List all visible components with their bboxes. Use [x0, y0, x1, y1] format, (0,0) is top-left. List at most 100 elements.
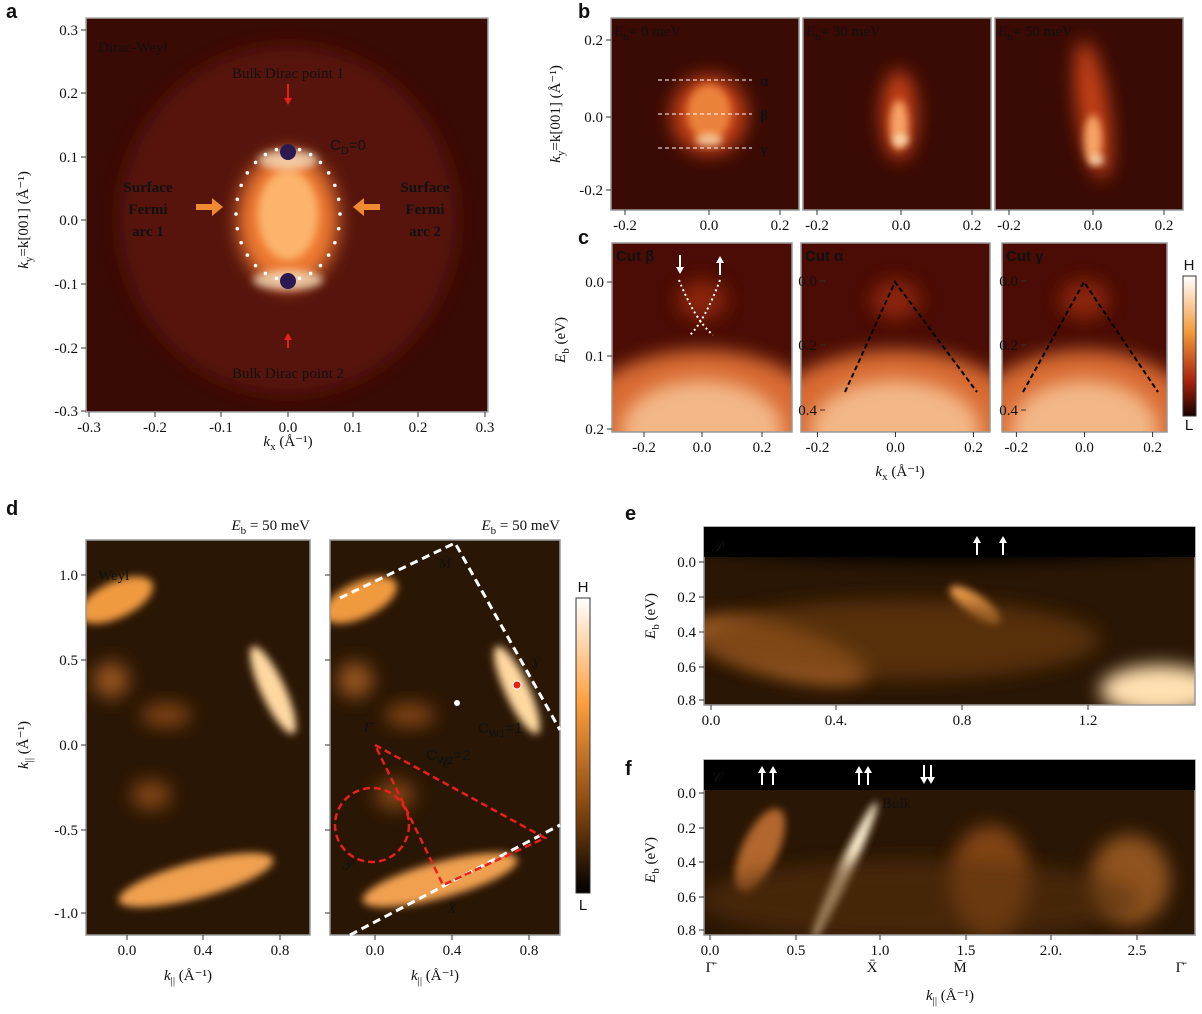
y-tick-label: 0.2 [677, 590, 696, 606]
frame [610, 17, 800, 211]
annotation: CW2=2 [426, 747, 470, 767]
x-axis-label: kx (Å⁻¹) [875, 464, 924, 483]
x-tick-label: 0.0 [700, 218, 719, 234]
label-part: k [16, 762, 32, 769]
dot [318, 160, 323, 165]
arrow-head [769, 766, 777, 773]
label-part: =1 [505, 720, 522, 737]
x-tick-label: 0.0 [702, 713, 721, 729]
y-axis-label: Eb (eV) [643, 593, 662, 640]
label-part: E [997, 24, 1007, 40]
heatmap [1002, 243, 1167, 432]
heatmap [611, 18, 799, 210]
label-part: (Å⁻¹) [888, 464, 925, 480]
intensity [86, 576, 154, 624]
frame [802, 17, 992, 211]
x-tick-label: -0.2 [1005, 440, 1029, 456]
contour-p [333, 786, 411, 864]
label-part: (Å⁻¹) [422, 968, 459, 984]
annotation: α [760, 74, 769, 90]
label-sub: W1 [489, 728, 506, 740]
x-tick-label: 0.2 [1155, 218, 1174, 234]
y-tick-label: 0.2 [999, 338, 1018, 354]
heatmap [704, 760, 1195, 935]
y-tick-label: 0.0 [585, 275, 604, 291]
label-sub: || [23, 758, 35, 762]
intensity [1074, 40, 1112, 180]
band-edge [704, 527, 1195, 557]
dot [235, 197, 240, 202]
annotation: 𝒫 [712, 540, 725, 556]
panel-letter: e [625, 503, 636, 525]
y-tick-label: -0.3 [54, 404, 78, 420]
x-tick-label: 0.2 [753, 440, 772, 456]
annotation: γ [759, 142, 767, 158]
arrow-head [212, 198, 223, 216]
symmetry-point: M̄ [438, 556, 453, 572]
arrow-head [758, 766, 766, 773]
arrow-head [999, 536, 1007, 543]
label-sub: y [555, 150, 567, 156]
annotation: Surface [400, 180, 449, 196]
y-tick-label: 0.4 [798, 403, 817, 419]
dot [245, 253, 250, 257]
label-part: =0 [349, 137, 366, 154]
y-tick-label: 0.2 [798, 338, 817, 354]
dot [274, 276, 279, 281]
panel-title: Dirac-Weyl [98, 40, 168, 56]
y-tick-label: 0.0 [999, 274, 1018, 290]
annotation: 𝒞 [712, 771, 725, 787]
intensity [704, 860, 1140, 935]
annotation: CW1=1 [478, 720, 522, 740]
label-part: k [16, 262, 32, 269]
label-sub: b [241, 525, 247, 537]
y-tick-label: -0.2 [54, 341, 78, 357]
intensity [734, 808, 786, 892]
x-tick-label: 1.2 [1079, 713, 1098, 729]
arrow-head [284, 333, 292, 340]
intensity [493, 646, 541, 734]
x-axis-label: kx (Å⁻¹) [263, 434, 312, 453]
label-sub: || [933, 995, 937, 1007]
y-axis-label: Eb (eV) [553, 317, 572, 364]
x-tick-label: 1.0 [871, 943, 890, 959]
y-axis-label: ky=k[001] (Å⁻¹) [16, 171, 35, 269]
heatmap [704, 527, 1195, 705]
label-part: =2 [453, 747, 470, 764]
colorbar-label: L [579, 897, 587, 914]
intensity [93, 662, 129, 698]
dot [235, 226, 240, 231]
dot [326, 171, 331, 175]
y-axis-label: Eb (eV) [643, 837, 662, 884]
intensity [258, 170, 318, 260]
x-tick-label: -0.1 [209, 420, 233, 436]
x-tick-label: 2.0. [1040, 943, 1063, 959]
colorbar [1182, 275, 1197, 417]
label-part: = 0 meV [629, 24, 682, 40]
dot [297, 276, 302, 281]
intensity [677, 280, 727, 320]
y-tick-label: 0.6 [677, 660, 696, 676]
dot [263, 271, 268, 276]
dot [336, 226, 341, 231]
dot [297, 147, 302, 152]
frame [85, 17, 489, 413]
label-part: (eV) [553, 317, 569, 348]
intensity [1059, 280, 1110, 320]
dirac-point [280, 273, 296, 289]
label-part: E [480, 518, 490, 534]
arrow-head [927, 777, 935, 784]
label-part: =k[001] (Å⁻¹) [16, 171, 32, 256]
dot [239, 183, 243, 188]
y-tick-label: 0.4 [677, 625, 696, 641]
y-axis-label: ky=k[001] (Å⁻¹) [548, 65, 567, 163]
heatmap [330, 540, 560, 935]
symmetry-point: Γ̄ [706, 960, 718, 976]
label-part: C [330, 137, 341, 154]
y-tick-label: 0.6 [677, 890, 696, 906]
x-tick-label: 0.4 [443, 943, 462, 959]
y-tick-label: 0.0 [677, 555, 696, 571]
label-part: C [426, 747, 437, 764]
annotation: Bulk Dirac point 2 [232, 366, 344, 382]
dot [308, 271, 313, 276]
